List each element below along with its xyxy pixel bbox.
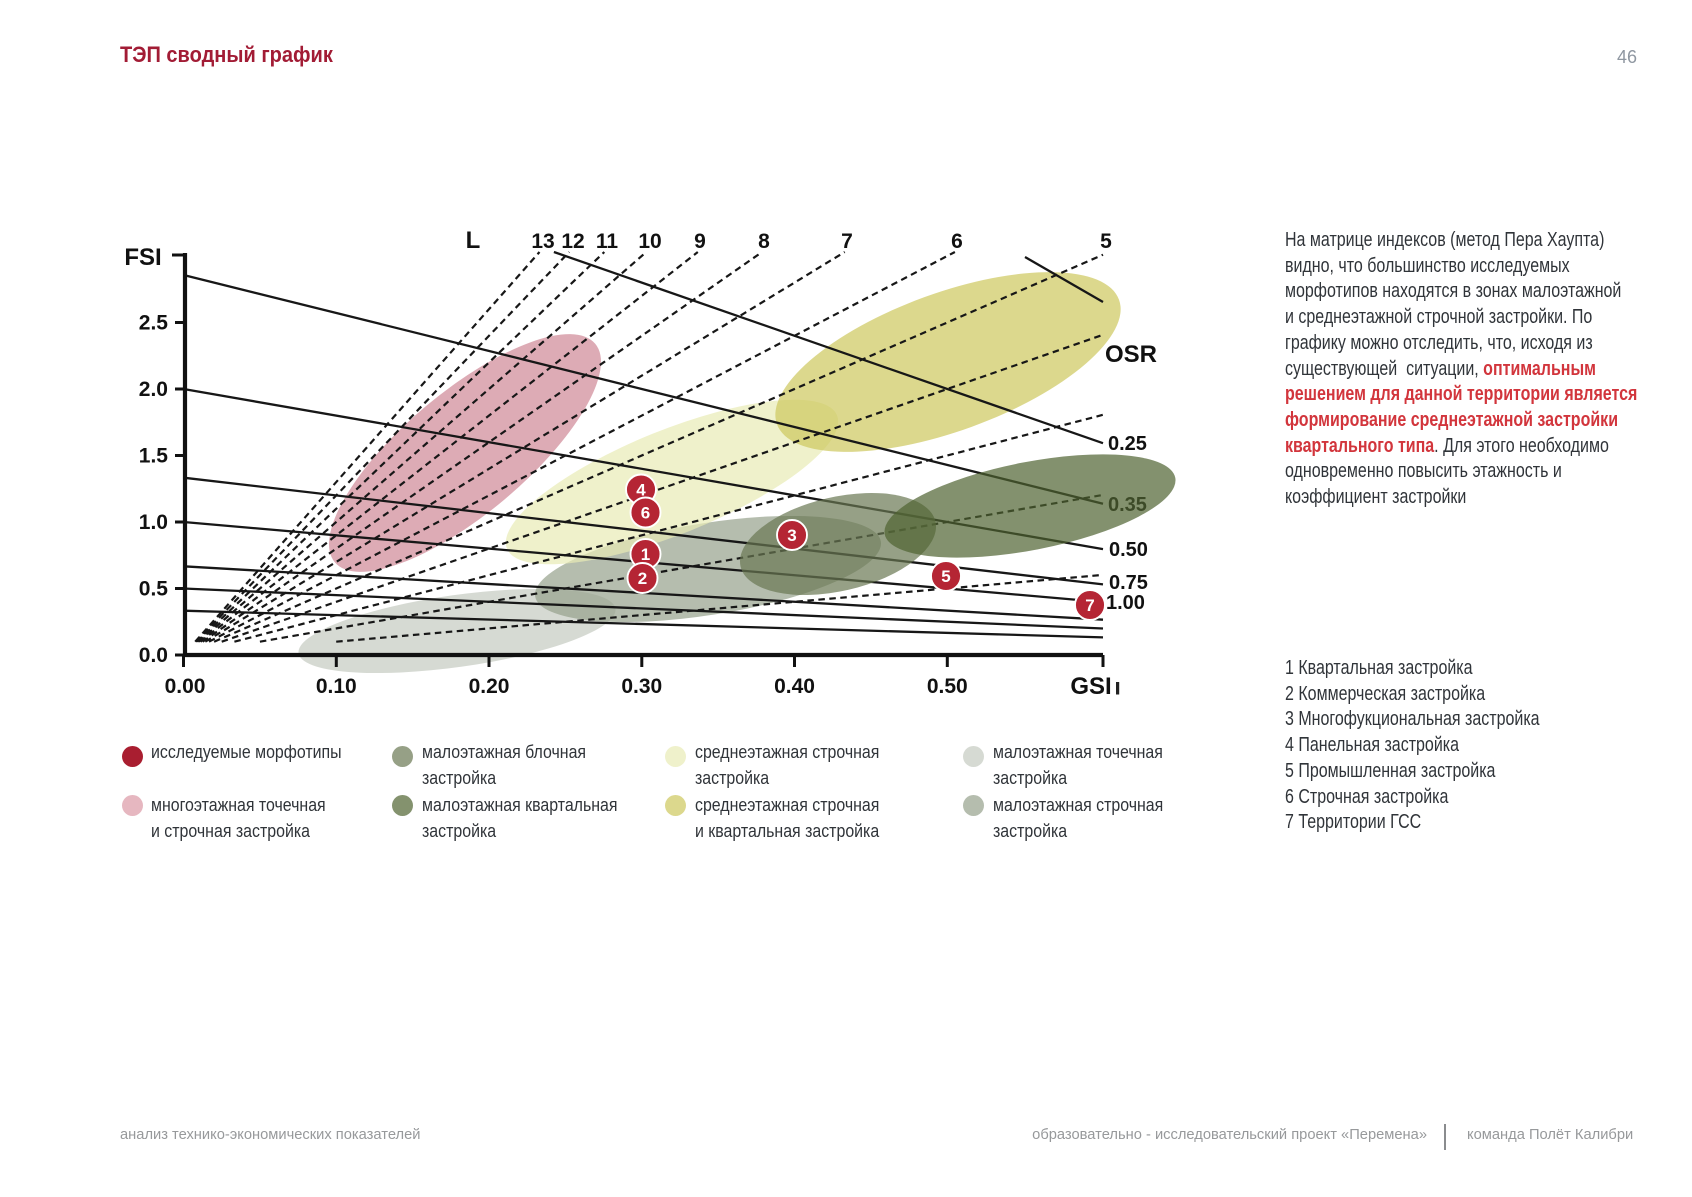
svg-text:0.75: 0.75 (1109, 572, 1148, 594)
svg-text:6: 6 (951, 230, 963, 253)
svg-text:GSI: GSI (1070, 673, 1111, 700)
svg-text:11: 11 (596, 230, 619, 253)
svg-text:0.0: 0.0 (139, 644, 168, 667)
svg-text:5: 5 (941, 567, 950, 586)
svg-text:0.30: 0.30 (621, 675, 662, 698)
svg-text:2: 2 (638, 569, 647, 588)
svg-text:4: 4 (636, 481, 646, 500)
svg-text:2.5: 2.5 (139, 312, 169, 335)
svg-text:1: 1 (641, 545, 650, 564)
svg-text:OSR: OSR (1105, 341, 1157, 368)
svg-text:0.5: 0.5 (139, 578, 169, 601)
svg-text:0.00: 0.00 (165, 675, 206, 698)
svg-text:FSI: FSI (124, 244, 161, 271)
svg-text:1.00: 1.00 (1106, 592, 1145, 614)
svg-text:8: 8 (758, 230, 770, 253)
svg-text:10: 10 (638, 230, 661, 253)
svg-text:5: 5 (1100, 230, 1112, 253)
svg-text:1.5: 1.5 (139, 445, 169, 468)
svg-text:0.50: 0.50 (1109, 539, 1148, 561)
svg-text:0.50: 0.50 (927, 675, 968, 698)
svg-text:12: 12 (561, 230, 584, 253)
svg-text:6: 6 (641, 504, 650, 523)
svg-text:7: 7 (841, 230, 853, 253)
svg-text:L: L (466, 227, 481, 254)
svg-text:9: 9 (694, 230, 706, 253)
svg-text:0.20: 0.20 (469, 675, 510, 698)
svg-text:0.25: 0.25 (1108, 433, 1147, 455)
svg-text:0.10: 0.10 (316, 675, 357, 698)
svg-text:2.0: 2.0 (139, 378, 168, 401)
svg-text:3: 3 (787, 526, 796, 545)
svg-text:13: 13 (531, 230, 554, 253)
svg-text:7: 7 (1085, 596, 1094, 615)
svg-text:0.40: 0.40 (774, 675, 815, 698)
svg-text:1.0: 1.0 (139, 511, 168, 534)
